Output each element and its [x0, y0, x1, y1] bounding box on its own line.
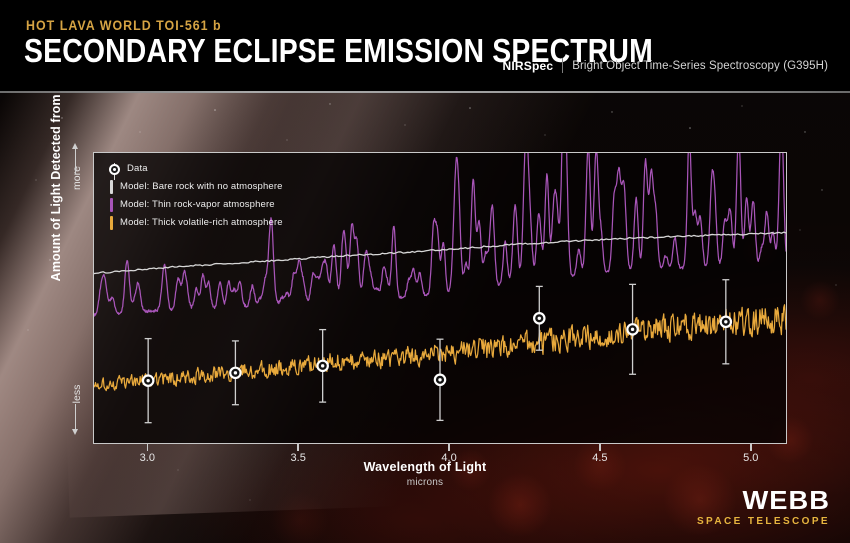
legend-label: Model: Thin rock-vapor atmosphere	[120, 199, 275, 211]
legend-item-data[interactable]: Data	[109, 160, 283, 180]
series-data-points	[141, 279, 733, 424]
instrument-divider	[562, 58, 564, 73]
x-axis-tick	[297, 444, 299, 451]
webb-logo: WEBB SPACE TELESCOPE	[697, 487, 830, 527]
data-point-center	[320, 364, 325, 368]
data-point-center	[537, 316, 541, 320]
y-axis-high-label: more	[71, 166, 83, 190]
x-axis-tick	[448, 444, 450, 451]
x-axis-title-block: Wavelength of Light microns	[0, 460, 850, 488]
data-point-center	[146, 378, 150, 383]
y-axis-low-label: less	[71, 384, 83, 404]
x-axis-tick	[750, 444, 752, 451]
chart-legend: Data Model: Bare rock with no atmosphere…	[109, 160, 283, 232]
data-point-center	[438, 378, 442, 382]
page-eyebrow: HOT LAVA WORLD TOI-561 b	[26, 18, 222, 33]
x-axis-tick	[599, 444, 601, 451]
legend-label: Model: Thick volatile-rich atmosphere	[120, 217, 283, 229]
data-point-icon	[109, 162, 120, 180]
instrument-name: NIRSpec	[502, 58, 554, 73]
instrument-info: NIRSpec Bright Object Time-Series Spectr…	[502, 58, 828, 73]
data-point-center	[630, 327, 635, 332]
y-axis-up-arrow-icon	[72, 143, 78, 174]
legend-label: Model: Bare rock with no atmosphere	[120, 181, 283, 193]
legend-item-thick-volatile[interactable]: Model: Thick volatile-rich atmosphere	[110, 214, 283, 232]
line-swatch-icon	[110, 216, 113, 230]
legend-label: Data	[127, 163, 148, 175]
legend-item-bare-rock[interactable]: Model: Bare rock with no atmosphere	[110, 178, 283, 196]
header-bar: HOT LAVA WORLD TOI-561 b SECONDARY ECLIP…	[0, 0, 850, 92]
legend-item-thin-rock-vapor[interactable]: Model: Thin rock-vapor atmosphere	[110, 196, 283, 214]
webb-logo-tagline: SPACE TELESCOPE	[696, 516, 830, 527]
line-swatch-icon	[110, 180, 113, 194]
data-point-center	[724, 320, 728, 324]
header-divider	[0, 91, 850, 93]
y-axis-down-arrow-icon	[72, 404, 78, 435]
x-axis-tick	[146, 444, 149, 451]
line-swatch-icon	[110, 198, 113, 212]
data-point-center	[233, 371, 238, 375]
instrument-description: Bright Object Time-Series Spectroscopy (…	[572, 59, 828, 72]
webb-logo-wordmark: WEBB	[742, 485, 830, 515]
x-axis-title: Wavelength of Light	[363, 460, 487, 474]
